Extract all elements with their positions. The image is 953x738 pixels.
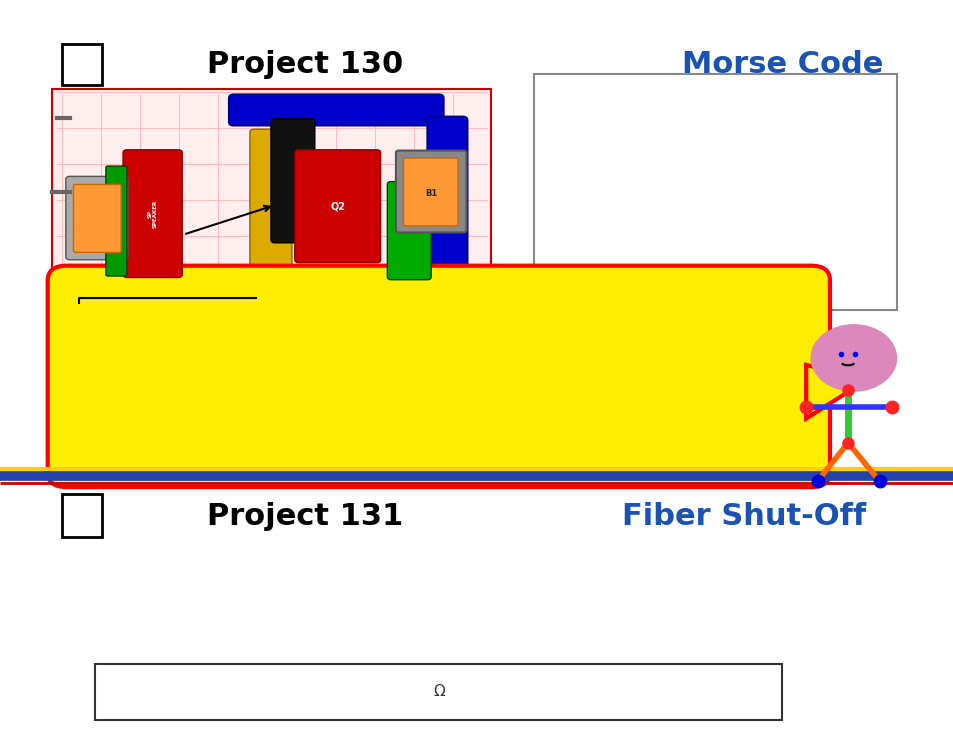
Text: Ω: Ω	[433, 684, 444, 699]
FancyBboxPatch shape	[106, 166, 127, 276]
Bar	[52, 89, 491, 314]
Text: Morse Code: Morse Code	[680, 50, 882, 80]
FancyBboxPatch shape	[250, 129, 292, 301]
Polygon shape	[805, 365, 865, 418]
FancyBboxPatch shape	[427, 117, 467, 289]
Text: SP
SPEAKER: SP SPEAKER	[147, 200, 158, 228]
FancyBboxPatch shape	[403, 158, 457, 226]
FancyBboxPatch shape	[387, 182, 431, 280]
Text: B1: B1	[425, 189, 436, 198]
FancyBboxPatch shape	[123, 150, 182, 277]
Text: Fiber Shut-Off: Fiber Shut-Off	[621, 502, 865, 531]
Text: Q2: Q2	[330, 201, 345, 212]
Bar	[62, 494, 102, 537]
FancyBboxPatch shape	[294, 150, 380, 263]
FancyBboxPatch shape	[229, 281, 443, 312]
FancyBboxPatch shape	[395, 151, 466, 232]
FancyBboxPatch shape	[271, 119, 314, 243]
FancyBboxPatch shape	[229, 94, 443, 125]
Bar	[534, 74, 896, 310]
FancyBboxPatch shape	[66, 176, 128, 260]
Text: Project 131: Project 131	[207, 502, 403, 531]
FancyBboxPatch shape	[73, 184, 121, 252]
Bar	[95, 664, 781, 720]
Circle shape	[811, 325, 895, 390]
Bar	[62, 44, 102, 85]
Text: Project 130: Project 130	[207, 50, 403, 80]
FancyBboxPatch shape	[48, 266, 829, 487]
